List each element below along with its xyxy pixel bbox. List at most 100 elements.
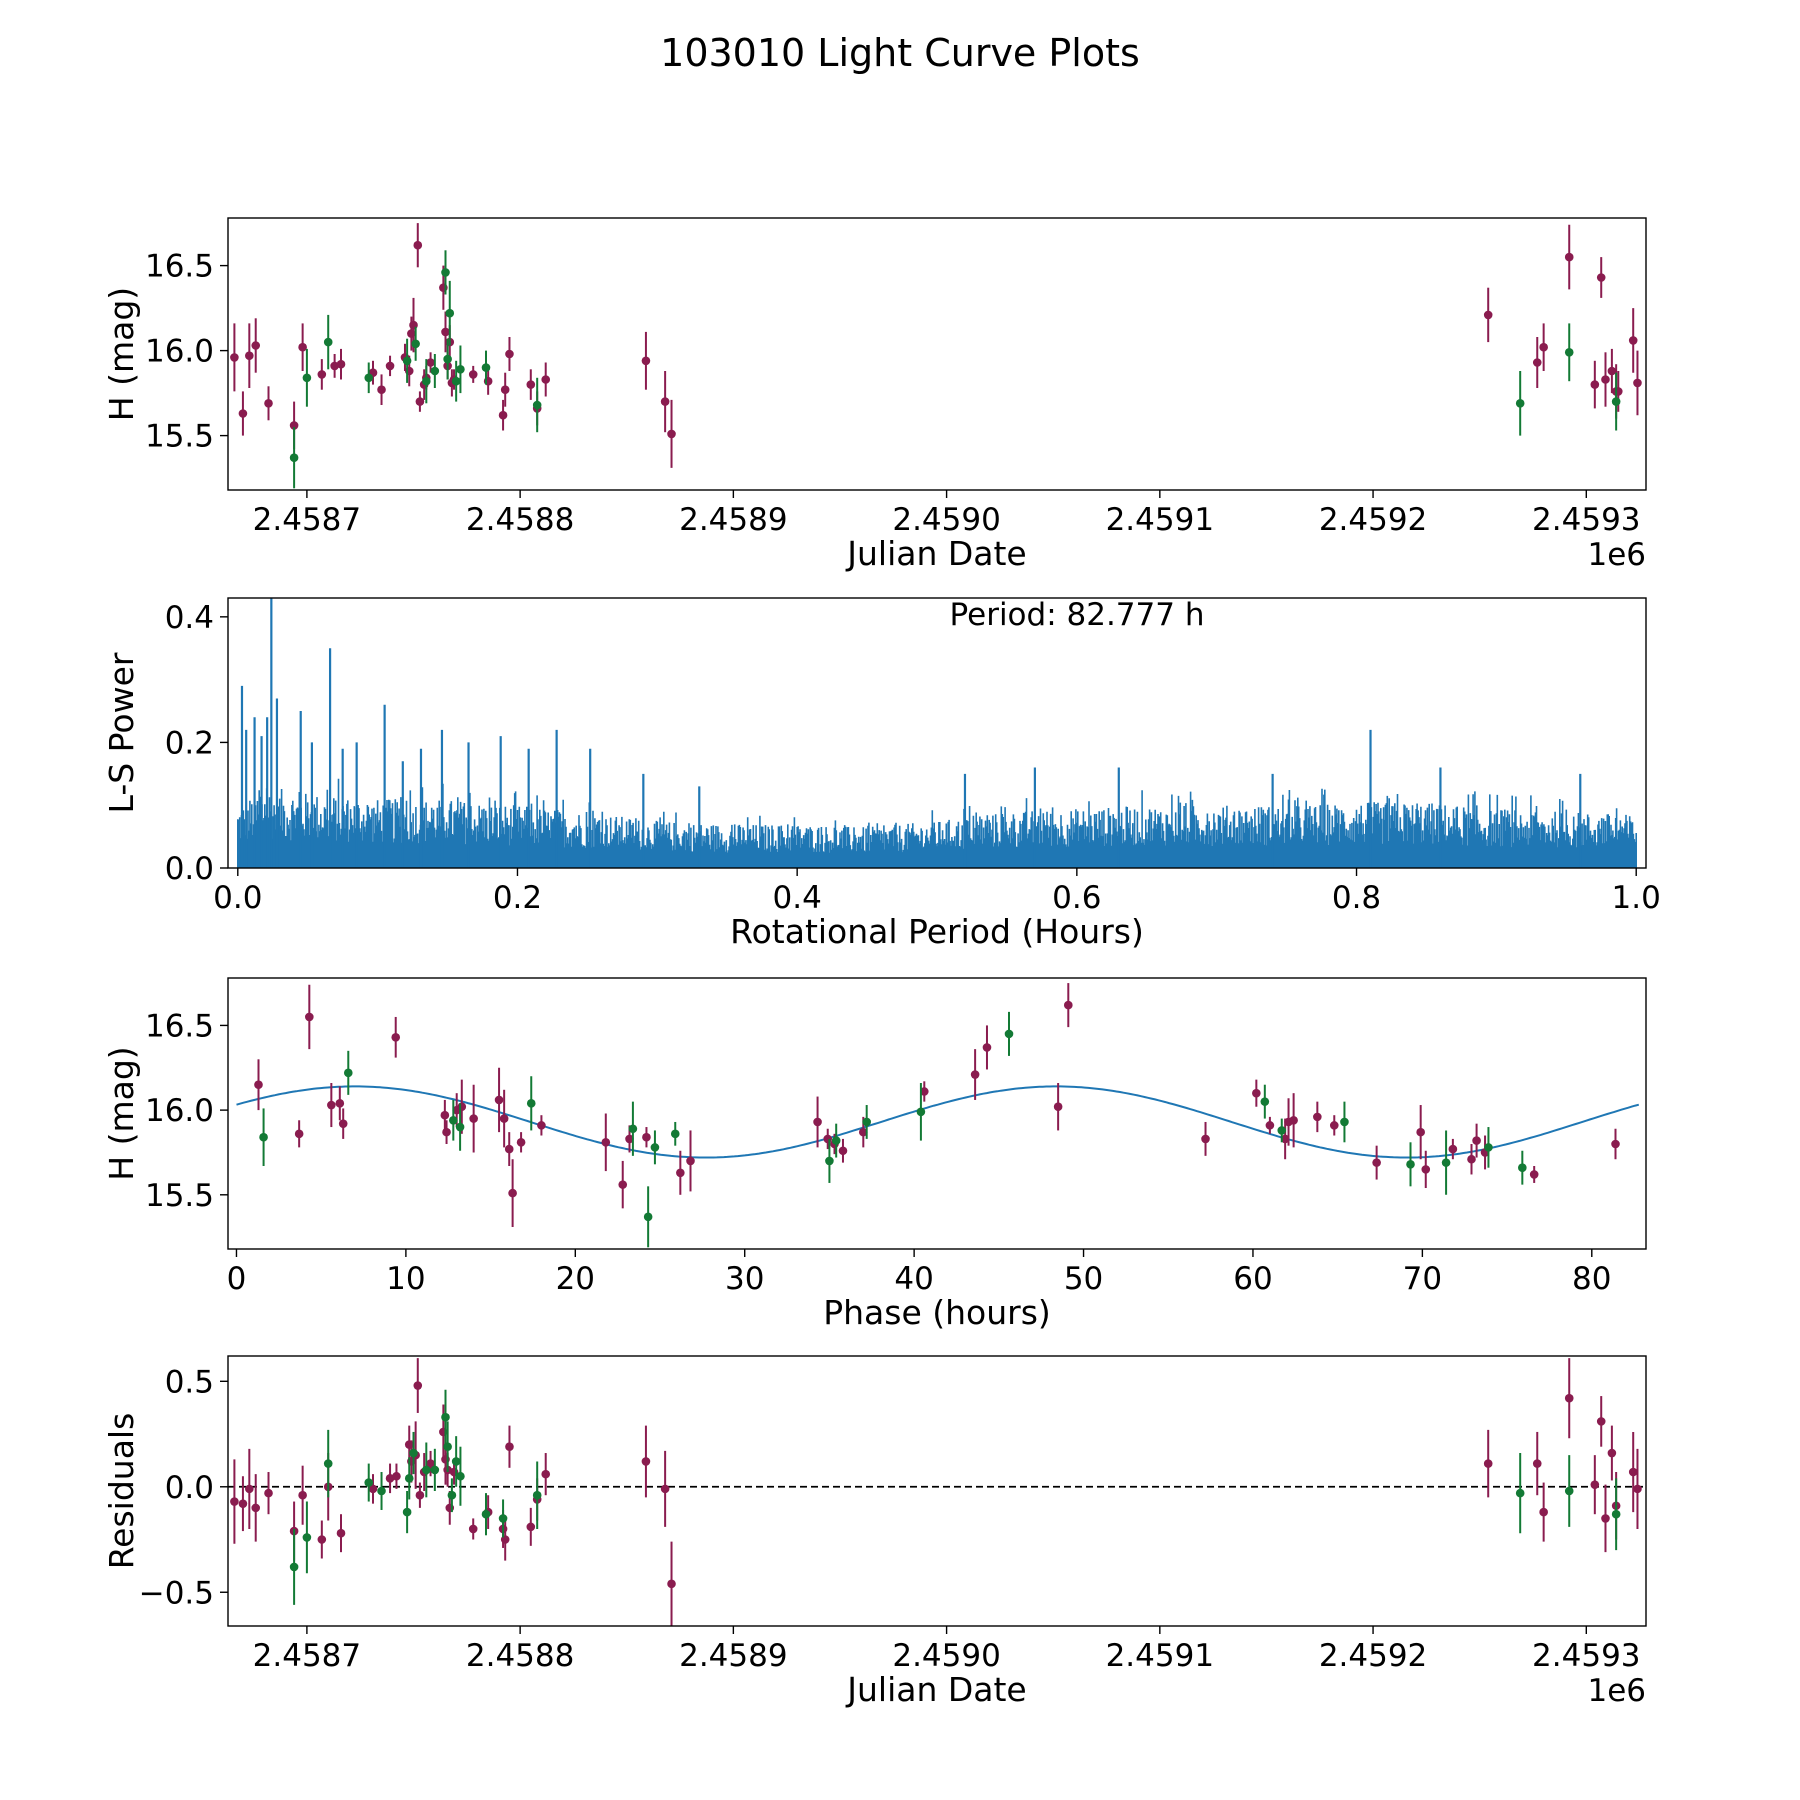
data-point [251,341,261,350]
y-tick-label: 0.4 [165,600,214,636]
data-point [441,268,450,277]
data-point [526,1522,536,1532]
data-point [1611,1139,1620,1149]
data-point [251,1503,261,1513]
y-axis-label: H (mag) [102,1046,141,1180]
data-point [441,1412,450,1422]
data-point [1416,1127,1425,1137]
data-point [541,1469,551,1479]
data-point [970,1070,980,1079]
y-axis-label: L-S Power [102,652,141,813]
data-point [1421,1165,1431,1174]
x-tick-label: 2.4589 [679,502,787,538]
data-point [1539,1507,1548,1517]
panel-residuals: 2.4587 2.4588 2.4589 2.4590 2.4591 2.4592 2.45… [102,1355,1647,1709]
data-point [317,370,327,379]
data-point [481,1509,491,1519]
series-r [230,1358,1642,1626]
data-point [368,1484,378,1494]
data-point [1277,1126,1287,1135]
data-point [264,1488,273,1498]
data-point [449,1115,458,1125]
data-point [298,1490,307,1500]
data-point [1441,1158,1451,1167]
data-point [1265,1121,1275,1130]
panel-lightcurve: 2.4587 2.4588 2.4589 2.4590 2.4591 2.4592 2.45… [102,217,1647,573]
data-point [1590,1480,1600,1489]
data-point [1053,1102,1063,1112]
series-r [230,223,1642,468]
y-axis-label: Residuals [102,1413,141,1570]
axes-frame [227,1355,1647,1627]
data-point [426,1459,435,1468]
data-point [919,1087,929,1096]
data-point [443,354,452,364]
data-point [686,1156,695,1166]
y-tick-label: 0.2 [165,725,214,761]
y-tick-label: 15.5 [145,1178,214,1214]
data-point [537,1121,546,1130]
power-spectrum-line [237,778,1637,868]
data-point [468,370,478,379]
x-tick-label: 60 [1233,1261,1272,1297]
x-tick-label: 0 [227,1261,247,1297]
figure-title: 103010 Light Curve Plots [660,31,1140,75]
data-point [1372,1158,1381,1167]
data-point [676,1168,685,1178]
data-point [1564,348,1574,357]
data-point [302,1533,312,1542]
data-point [1313,1112,1322,1122]
data-point [628,1124,638,1134]
y-tick-label: −0.5 [139,1575,214,1611]
data-point [430,366,440,376]
data-point [667,1579,676,1589]
data-point [1633,378,1642,388]
data-point [1515,1488,1525,1498]
x-tick-label: 80 [1572,1261,1611,1297]
data-point [409,1448,418,1458]
data-point [862,1117,871,1127]
data-point [831,1136,841,1145]
data-point [601,1137,611,1147]
data-point [1601,1514,1610,1523]
data-point [1483,1459,1493,1468]
data-point [1532,358,1542,367]
x-tick-label: 2.4587 [253,502,361,538]
data-point [1252,1088,1261,1098]
data-point [813,1117,822,1127]
data-point [1289,1115,1298,1125]
data-point [1532,1459,1542,1468]
data-point [526,1099,536,1108]
data-point [317,1535,327,1544]
data-point [442,1127,451,1137]
data-point [413,240,423,250]
data-point [264,399,273,408]
data-point [230,353,239,362]
data-point [411,339,420,349]
x-tick-label: 2.4592 [1319,502,1427,538]
x-tick-label: 2.4591 [1106,502,1214,538]
y-tick-label: 0.0 [165,1470,214,1506]
data-point [1596,1417,1606,1426]
x-axis-label: Phase (hours) [823,1293,1051,1332]
data-point [451,376,461,386]
data-point [494,1095,504,1105]
data-point [499,1114,509,1123]
x-tick-label: 2.4591 [1106,1638,1214,1674]
data-point [642,1132,651,1142]
y-tick-label: 0.5 [165,1364,214,1400]
data-point [1529,1170,1539,1179]
data-point [838,1146,848,1156]
data-point [294,1129,304,1139]
series-g [289,1389,1621,1605]
data-point [343,1068,353,1078]
data-point [660,1484,670,1494]
data-point [1607,1448,1617,1458]
data-point [426,358,435,367]
data-point [402,356,412,366]
series-g [259,1011,1527,1248]
data-point [1340,1117,1349,1127]
data-point [532,400,542,410]
